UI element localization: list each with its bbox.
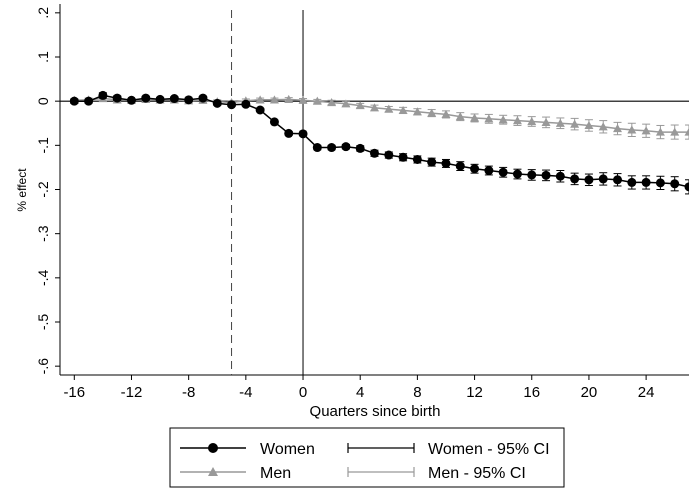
x-tick-label: -8 — [182, 384, 195, 401]
data-point — [427, 158, 436, 167]
y-axis-title: % effect — [15, 168, 29, 212]
data-point — [399, 153, 408, 162]
y-tick-label: -.5 — [35, 314, 51, 331]
data-point — [341, 142, 350, 151]
data-point — [227, 100, 236, 109]
data-point — [542, 171, 551, 180]
y-tick-label: -.4 — [35, 269, 51, 286]
legend-label: Men - 95% CI — [428, 465, 526, 482]
data-point — [584, 175, 593, 184]
data-point — [70, 97, 79, 106]
x-tick-label: 0 — [299, 384, 307, 401]
data-point — [327, 143, 336, 152]
data-point — [685, 182, 689, 191]
x-tick-label: 12 — [466, 384, 483, 401]
data-point — [484, 166, 493, 175]
data-point — [670, 179, 679, 188]
data-point — [656, 178, 665, 187]
series-women — [70, 91, 689, 194]
data-point — [141, 94, 150, 103]
y-tick-label: -.1 — [35, 137, 51, 154]
data-point — [213, 99, 222, 108]
data-point — [470, 164, 479, 173]
data-point — [170, 94, 179, 103]
x-tick-label: 8 — [413, 384, 421, 401]
data-point — [284, 129, 293, 138]
data-point — [527, 170, 536, 179]
data-point — [441, 159, 450, 168]
data-point — [513, 170, 522, 179]
x-tick-label: -4 — [239, 384, 252, 401]
x-axis-title: Quarters since birth — [310, 403, 441, 420]
y-tick-label: 0 — [35, 97, 51, 105]
legend-marker-swatch — [208, 443, 218, 453]
data-point — [413, 155, 422, 164]
legend-label: Men — [260, 465, 291, 482]
data-point — [599, 174, 608, 183]
data-point — [627, 178, 636, 187]
data-point — [370, 149, 379, 158]
x-tick-label: -16 — [63, 384, 85, 401]
data-point — [84, 97, 93, 106]
data-point — [570, 174, 579, 183]
y-tick-label: -.2 — [35, 181, 51, 198]
x-tick-label: 16 — [523, 384, 540, 401]
data-point — [241, 100, 250, 109]
data-point — [499, 168, 508, 177]
data-point — [299, 129, 308, 138]
data-point — [113, 94, 122, 103]
data-point — [184, 95, 193, 104]
y-tick-label: .1 — [35, 51, 51, 63]
data-point — [456, 162, 465, 171]
data-point — [356, 144, 365, 153]
x-tick-label: -12 — [121, 384, 143, 401]
data-point — [270, 117, 279, 126]
data-point — [313, 143, 322, 152]
data-point — [556, 172, 565, 181]
y-tick-label: -.6 — [35, 358, 51, 375]
legend-label: Women — [260, 441, 315, 458]
data-point — [642, 178, 651, 187]
data-point — [384, 151, 393, 160]
series-line — [74, 99, 689, 133]
y-tick-label: -.3 — [35, 225, 51, 242]
legend-label: Women - 95% CI — [428, 441, 550, 458]
x-tick-label: 4 — [356, 384, 364, 401]
data-point — [127, 96, 136, 105]
data-point — [256, 106, 265, 115]
y-tick-label: .2 — [35, 7, 51, 19]
x-tick-label: 24 — [638, 384, 655, 401]
data-point — [198, 94, 207, 103]
data-point — [156, 95, 165, 104]
data-point — [98, 91, 107, 100]
data-point — [613, 175, 622, 184]
x-tick-label: 20 — [581, 384, 598, 401]
